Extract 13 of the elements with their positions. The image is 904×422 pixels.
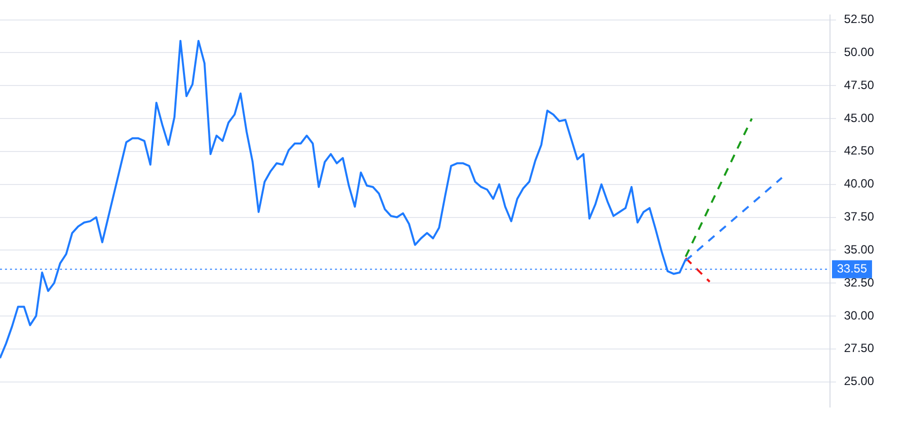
y-tick-label: 50.00 <box>844 45 874 60</box>
ref-line-label: 33.55 <box>837 262 868 276</box>
y-tick-label: 45.00 <box>844 110 874 125</box>
y-tick-label: 27.50 <box>844 341 874 356</box>
y-tick-label: 47.50 <box>844 78 874 92</box>
y-tick-label: 37.50 <box>844 210 874 224</box>
y-tick-label: 40.00 <box>844 176 874 191</box>
y-tick-label: 30.00 <box>844 308 874 322</box>
y-tick-label: 25.00 <box>844 374 874 388</box>
y-tick-label: 32.50 <box>844 275 874 290</box>
y-tick-label: 42.50 <box>844 144 874 158</box>
y-tick-label: 35.00 <box>844 242 874 256</box>
y-tick-label: 52.50 <box>844 12 874 26</box>
